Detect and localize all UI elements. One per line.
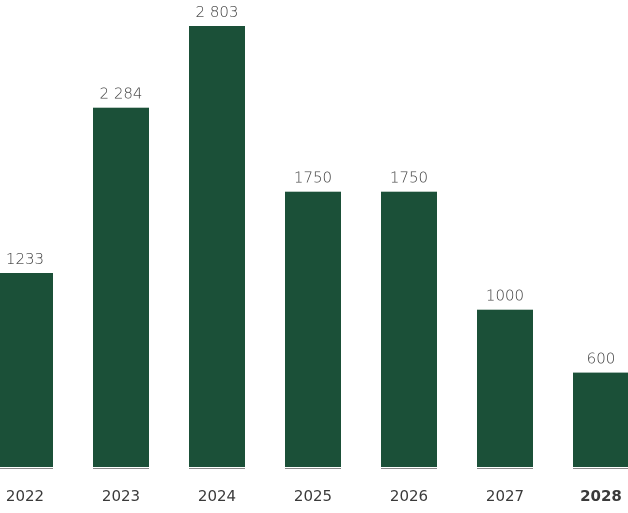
category-labels-layer: 2022 2023 2024 2025 2026 2027 2028 <box>6 487 622 505</box>
value-labels-layer: 1233 2 284 2 803 1750 1750 1000 600 <box>6 3 615 368</box>
category-label-2026: 2026 <box>390 487 428 505</box>
bar-2028 <box>573 372 628 467</box>
category-label-2022: 2022 <box>6 487 44 505</box>
bar-2024 <box>189 26 245 467</box>
value-label-2025: 1750 <box>294 169 332 187</box>
bar-2027 <box>477 309 533 467</box>
value-label-2027: 1000 <box>486 287 524 305</box>
value-label-2022: 1233 <box>6 250 44 268</box>
bar-2023 <box>93 107 149 467</box>
category-label-2023: 2023 <box>102 487 140 505</box>
value-label-2028: 600 <box>587 350 616 368</box>
bar-2025 <box>285 191 341 467</box>
category-label-2027: 2027 <box>486 487 524 505</box>
bar-2026 <box>381 191 437 467</box>
value-label-2023: 2 284 <box>100 85 143 103</box>
bar-2022 <box>0 273 53 467</box>
value-label-2024: 2 803 <box>196 3 239 21</box>
category-label-2028: 2028 <box>580 487 622 505</box>
value-label-2026: 1750 <box>390 169 428 187</box>
category-label-2025: 2025 <box>294 487 332 505</box>
bars-layer <box>0 26 628 467</box>
category-label-2024: 2024 <box>198 487 236 505</box>
